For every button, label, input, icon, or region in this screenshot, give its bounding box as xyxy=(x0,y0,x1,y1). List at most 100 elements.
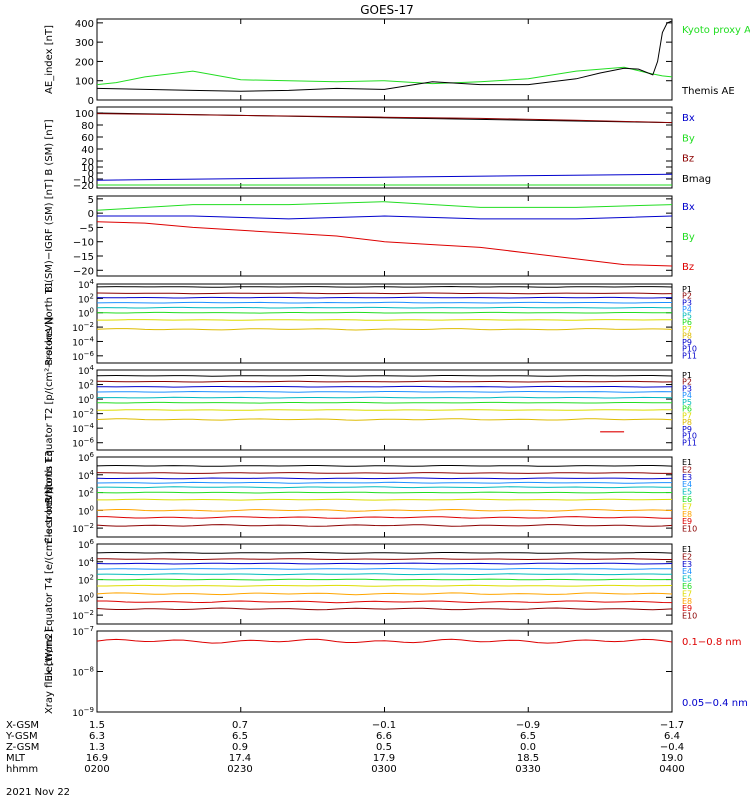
series-P7 xyxy=(97,319,673,321)
panel-7: Electrons Equator T4 [e/(cm²-s-sr-keV)] 1… xyxy=(44,486,697,681)
series-Bx xyxy=(96,173,673,181)
y-tick-label: 300 xyxy=(75,38,94,49)
y-tick-label: 10−4 xyxy=(72,422,94,435)
series-Bz xyxy=(96,113,673,124)
legend-item: Bx xyxy=(682,202,695,213)
legend: 0.1−0.8 nm 0.05−0.4 nm xyxy=(682,637,748,709)
y-axis-label: Protons Equator T2 [p/(cm²-s-sr-keV)] xyxy=(44,317,55,504)
legend-item: E10 xyxy=(682,612,697,621)
y-tick-label: 100 xyxy=(78,307,94,320)
legend-item: P3 xyxy=(682,384,692,393)
y-tick-label: 5 xyxy=(88,195,94,206)
legend-item: By xyxy=(682,232,695,243)
series-P8 xyxy=(96,418,673,421)
panel-3: B (SM)−IGRF (SM) [nT] −20 −15 −10 −5 0 5 Bx By Bz xyxy=(44,179,695,293)
y-tick-label: 10−2 xyxy=(72,609,94,622)
ephem-value: 0.7 xyxy=(232,720,248,731)
y-tick-label: 106 xyxy=(78,451,94,464)
y-tick-label: −10 xyxy=(73,175,94,186)
y-tick-label: 10 xyxy=(81,163,94,174)
legend-item: E5 xyxy=(682,575,692,584)
legend-item: Themis AE xyxy=(681,86,735,97)
series-E8 xyxy=(96,592,673,596)
legend-item: E6 xyxy=(682,582,692,591)
panel-1: AE_index [nT] 0 100 200 300 400 Kyoto proxy AE… xyxy=(44,18,750,107)
panel-frame xyxy=(96,283,673,364)
legend-item: P3 xyxy=(682,298,692,307)
ephem-value: 6.4 xyxy=(664,731,680,742)
ephem-value: 17.9 xyxy=(373,753,395,764)
ephem-value: 6.3 xyxy=(89,731,105,742)
y-tick-label: 10−6 xyxy=(72,437,94,450)
legend-item: P9 xyxy=(682,338,692,347)
legend-item: P6 xyxy=(682,405,692,414)
y-tick-label: 102 xyxy=(78,574,94,587)
series-P1 xyxy=(96,374,673,377)
legend-item: 0.1−0.8 nm xyxy=(682,637,741,648)
y-tick-label: 80 xyxy=(81,121,94,132)
legend-item: P9 xyxy=(682,425,692,434)
ephem-value: 0200 xyxy=(84,764,109,775)
ephem-value: 18.5 xyxy=(517,753,539,764)
y-tick-label: 102 xyxy=(78,379,94,392)
ephem-value: −0.9 xyxy=(516,720,540,731)
series-E6 xyxy=(96,491,673,494)
legend-item: 0.05−0.4 nm xyxy=(682,698,748,709)
ephem-value: 19.0 xyxy=(661,753,683,764)
y-tick-label: 102 xyxy=(78,487,94,500)
date-label: 2021 Nov 22 xyxy=(6,787,70,798)
series-E9 xyxy=(97,516,673,519)
ephem-value: 1.5 xyxy=(89,720,105,731)
series-P2 xyxy=(96,380,673,383)
legend: Kyoto proxy AE Themis AE xyxy=(681,25,750,97)
panel-4: Protons North T1 10−610−410−2100102104P1P… xyxy=(44,278,697,366)
series-E1 xyxy=(96,551,673,554)
series-P4 xyxy=(96,301,672,304)
series-Themis-AE xyxy=(96,20,673,92)
y-axis-label: Electrons Equator T4 [e/(cm²-s-sr-keV)] xyxy=(44,486,55,681)
y-tick-label: −20 xyxy=(73,181,94,192)
legend-item: P8 xyxy=(682,418,692,427)
legend-item: E2 xyxy=(682,465,692,474)
y-axis-label: B (SM) [nT] xyxy=(44,119,55,175)
legend-item: P10 xyxy=(682,345,697,354)
legend-item: E7 xyxy=(682,502,692,511)
y-tick-label: 10−9 xyxy=(72,706,94,719)
y-tick-label: −5 xyxy=(79,223,94,234)
series-P4 xyxy=(96,390,673,393)
y-axis-label: Xray flux [W/m2] xyxy=(44,629,55,714)
series-Kyoto-proxy-AE xyxy=(96,66,673,86)
series-E7 xyxy=(97,584,673,587)
series-E1 xyxy=(96,464,673,467)
legend-item: P5 xyxy=(682,398,692,407)
legend-item: P1 xyxy=(682,285,692,294)
series-E3 xyxy=(96,562,673,565)
y-tick-label: 10−2 xyxy=(72,522,94,535)
y-tick-label: 100 xyxy=(78,504,94,517)
ephem-value: 0.5 xyxy=(376,742,392,753)
series-By xyxy=(96,201,673,211)
legend-item: P11 xyxy=(682,438,697,447)
ephem-value: 0.0 xyxy=(520,742,536,753)
legend-item: Bz xyxy=(682,262,694,273)
legend-item: P2 xyxy=(682,292,692,301)
legend-item: E1 xyxy=(682,545,692,554)
legend-item: P5 xyxy=(682,312,692,321)
y-tick-label: 40 xyxy=(81,145,94,156)
y-tick-label: 104 xyxy=(78,556,94,569)
ephem-label: Z-GSM xyxy=(6,742,39,753)
series-E7 xyxy=(97,498,673,501)
y-tick-label: 10−8 xyxy=(72,666,94,679)
y-tick-label: 104 xyxy=(78,364,94,377)
series-E10 xyxy=(96,524,673,527)
series-E4 xyxy=(96,481,672,484)
series-E8 xyxy=(96,508,673,512)
y-axis-label: Protons North T1 xyxy=(44,281,55,365)
legend-item: E1 xyxy=(682,458,692,467)
legend-item: E2 xyxy=(682,552,692,561)
legend-item: P1 xyxy=(682,371,692,380)
y-tick-label: 60 xyxy=(81,133,94,144)
ephem-label: Y-GSM xyxy=(5,731,38,742)
